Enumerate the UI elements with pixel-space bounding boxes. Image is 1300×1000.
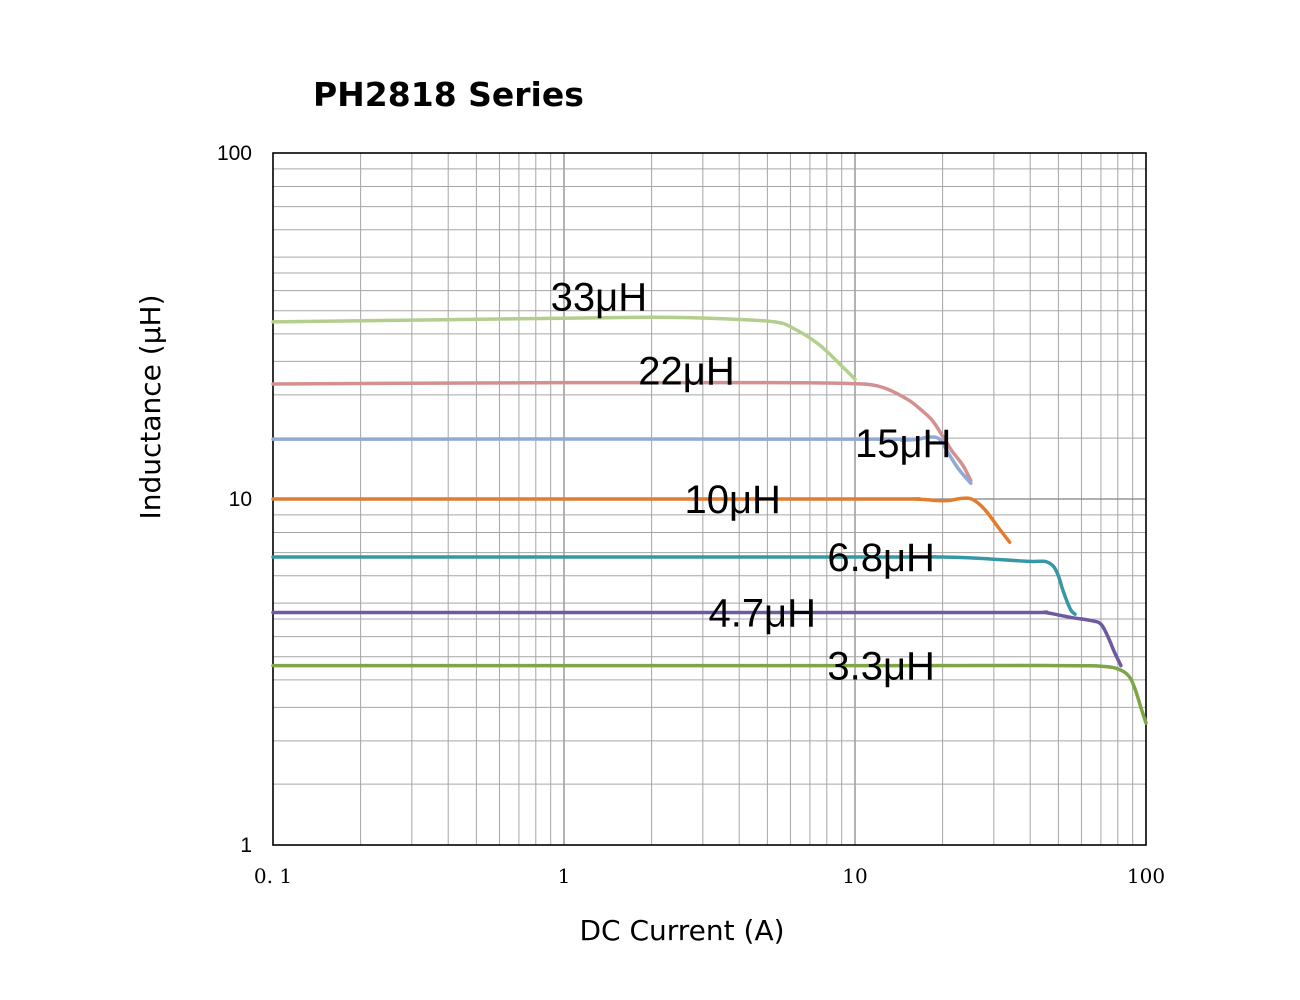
x-tick-label-1: 1 [558, 864, 571, 888]
x-axis-label: DC Current (A) [579, 914, 784, 947]
x-tick-label-3: 100 [1127, 864, 1165, 888]
series-line-1 [271, 380, 973, 483]
series-line-6 [271, 663, 1148, 725]
y-axis-label: Inductance (μH) [134, 294, 167, 519]
y-tick-label-2: 100 [217, 142, 252, 165]
series-label-5: 4.7μH [708, 591, 816, 635]
series-line-4 [271, 555, 1077, 616]
x-tick-label-2: 10 [842, 864, 867, 888]
y-tick-label-1: 10 [229, 488, 252, 511]
y-tick-label-0: 1 [240, 834, 252, 857]
series-label-4: 6.8μH [827, 536, 935, 580]
series-label-2: 15μH [855, 422, 951, 466]
series-line-2 [271, 435, 973, 486]
series-label-6: 3.3μH [827, 645, 935, 689]
series-label-1: 22μH [638, 350, 734, 394]
chart-title: PH2818 Series [313, 75, 584, 114]
series-label-3: 10μH [684, 478, 780, 522]
series-line-3 [271, 496, 1012, 544]
series-line-5 [271, 610, 1123, 668]
series-label-0: 33μH [551, 275, 647, 319]
curves [271, 315, 1148, 725]
x-tick-label-0: 0. 1 [254, 864, 292, 888]
series-line-0 [271, 315, 857, 381]
